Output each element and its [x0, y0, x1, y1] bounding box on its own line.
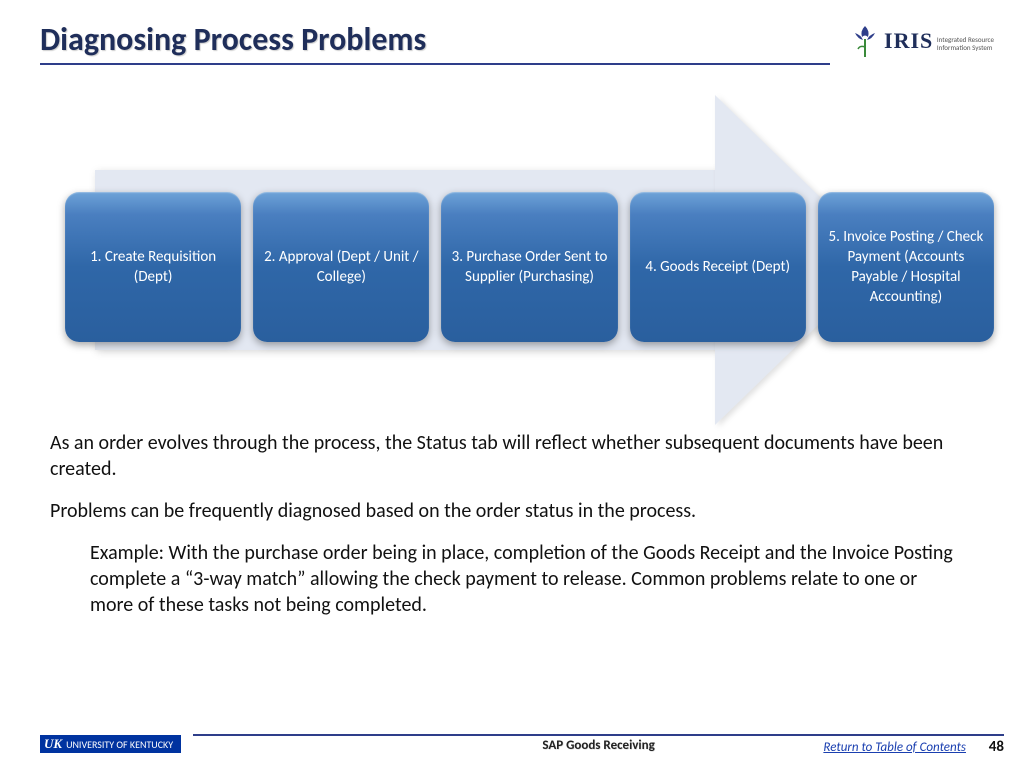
iris-flower-icon — [850, 23, 880, 59]
step-1: 1. Create Requisition (Dept) — [65, 192, 241, 342]
paragraph-2: Problems can be frequently diagnosed bas… — [50, 498, 964, 524]
toc-link[interactable]: Return to Table of Contents — [823, 740, 966, 755]
uk-mark: UK — [44, 736, 62, 752]
body-copy: As an order evolves through the process,… — [50, 430, 964, 634]
step-2: 2. Approval (Dept / Unit / College) — [253, 192, 429, 342]
iris-logo: IRIS Integrated ResourceInformation Syst… — [850, 23, 994, 65]
process-steps: 1. Create Requisition (Dept) 2. Approval… — [65, 192, 994, 342]
step-3: 3. Purchase Order Sent to Supplier (Purc… — [441, 192, 617, 342]
step-4: 4. Goods Receipt (Dept) — [630, 192, 806, 342]
slide-footer: UK UNIVERSITY OF KENTUCKY SAP Goods Rece… — [40, 734, 1004, 754]
uk-logo: UK UNIVERSITY OF KENTUCKY — [40, 735, 181, 753]
uk-label: UNIVERSITY OF KENTUCKY — [66, 738, 173, 751]
paragraph-1: As an order evolves through the process,… — [50, 430, 964, 482]
step-5: 5. Invoice Posting / Check Payment (Acco… — [818, 192, 994, 342]
iris-logo-text: IRIS — [884, 28, 933, 53]
page-number: 48 — [989, 738, 1004, 756]
iris-logo-subtitle: Integrated ResourceInformation System — [937, 36, 994, 51]
paragraph-example: Example: With the purchase order being i… — [90, 540, 964, 618]
page-title: Diagnosing Process Problems — [40, 20, 830, 65]
footer-title: SAP Goods Receiving — [542, 738, 654, 753]
